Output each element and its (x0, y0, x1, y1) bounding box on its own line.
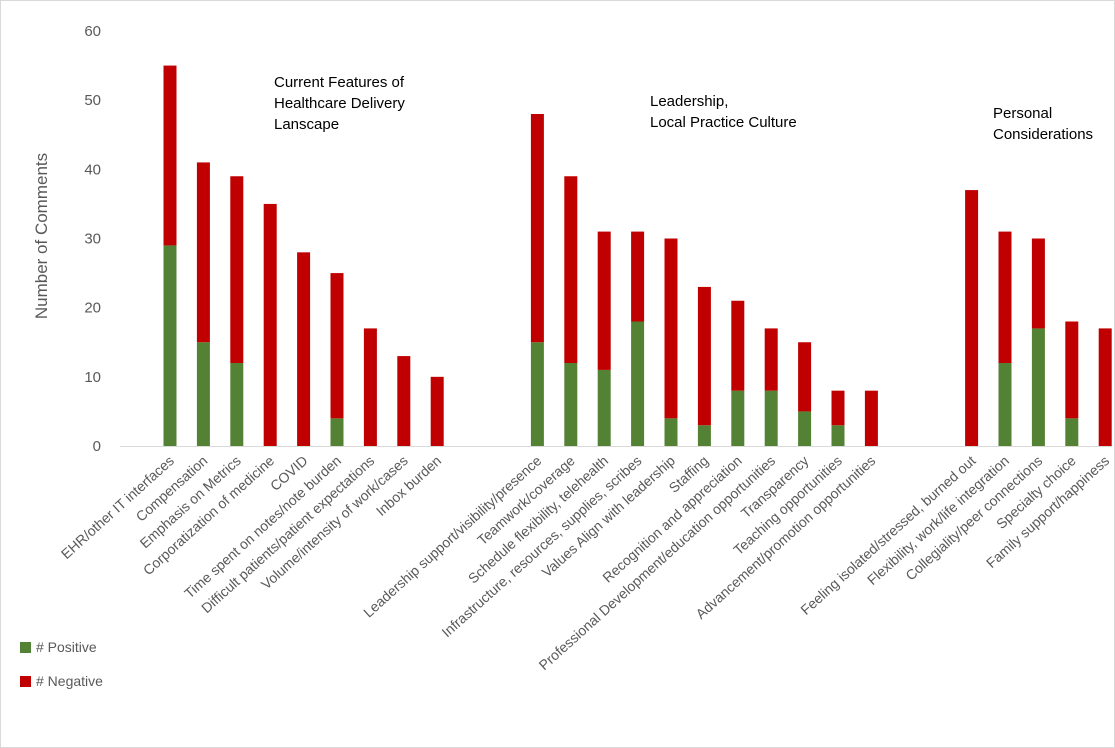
bar-negative (263, 203, 277, 446)
bar-negative (196, 162, 210, 343)
y-tick-label: 50 (84, 92, 101, 109)
legend-label: # Negative (36, 673, 103, 689)
bar-positive (196, 342, 210, 446)
bar-negative (564, 176, 578, 363)
bar-positive (597, 369, 611, 446)
bar-negative (1098, 328, 1112, 446)
category-label: Collegiality/peer connections (902, 452, 1045, 583)
bar-positive (831, 425, 845, 446)
bar-negative (530, 114, 544, 343)
bar-negative (831, 390, 845, 426)
bar-negative (664, 238, 678, 419)
bar-positive (230, 363, 244, 446)
y-tick-label: 40 (84, 161, 101, 178)
y-tick-label: 60 (84, 23, 101, 40)
bar-positive (998, 363, 1012, 446)
bar-negative (965, 190, 979, 446)
bar-positive (664, 418, 678, 446)
group-title: Personal Considerations (993, 105, 1093, 143)
y-tick-label: 20 (84, 300, 101, 317)
group-title: Leadership, Local Practice Culture (650, 93, 797, 131)
bar-positive (530, 342, 544, 446)
bar-negative (330, 273, 344, 419)
bar-negative (764, 328, 778, 391)
bar-negative (363, 328, 377, 446)
bar-negative (430, 376, 444, 446)
bar-negative (1065, 321, 1079, 419)
legend-swatch (20, 642, 31, 653)
legend-label: # Positive (36, 639, 97, 655)
y-tick-label: 30 (84, 231, 101, 248)
bar-negative (397, 356, 411, 446)
bar-positive (697, 425, 711, 446)
group-title: Current Features of Healthcare Delivery La… (274, 74, 405, 133)
bar-positive (631, 321, 645, 446)
y-tick-label: 0 (93, 438, 101, 455)
bar-positive (330, 418, 344, 446)
bar-negative (631, 231, 645, 322)
bar-negative (998, 231, 1012, 363)
bar-positive (1065, 418, 1079, 446)
bar-positive (564, 363, 578, 446)
bar-negative (597, 231, 611, 370)
bar-positive (764, 390, 778, 446)
y-axis-ticks: 0 10 20 30 40 50 60 (84, 23, 101, 455)
category-labels: EHR/other IT interfacesCompensationEmpha… (58, 452, 1112, 673)
bar-positive (163, 245, 177, 446)
legend: # Positive # Negative (20, 639, 103, 689)
category-label: Schedule flexibility, telehealth (465, 452, 611, 586)
bar-negative (798, 342, 812, 412)
bar-negative (1031, 238, 1045, 329)
bar-positive (1031, 328, 1045, 446)
bar-positive (731, 390, 745, 446)
y-axis-label: Number of Comments (32, 153, 51, 319)
bar-negative (163, 65, 177, 246)
bar-negative (297, 252, 311, 446)
y-tick-label: 10 (84, 369, 101, 386)
bar-negative (230, 176, 244, 363)
bar-negative (697, 286, 711, 426)
bars (163, 65, 1112, 446)
bar-negative (864, 390, 878, 446)
bar-positive (798, 411, 812, 446)
group-titles: Current Features of Healthcare Delivery La… (274, 74, 1093, 143)
legend-swatch (20, 676, 31, 687)
bar-negative (731, 300, 745, 391)
